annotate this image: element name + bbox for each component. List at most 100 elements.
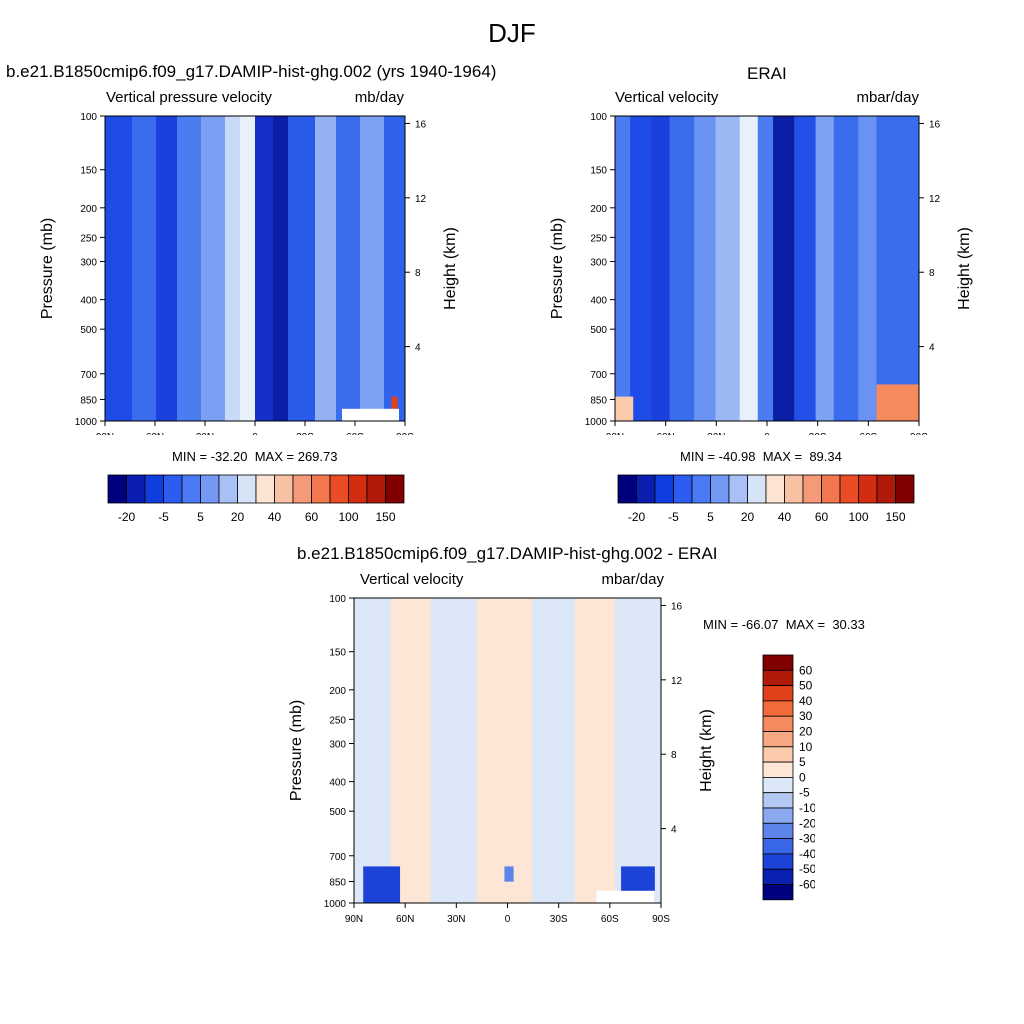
y-tick-label: 200 bbox=[80, 204, 97, 215]
colorbar-swatch bbox=[762, 884, 794, 901]
colorbar-label: 60 bbox=[815, 510, 829, 524]
colorbar-swatch bbox=[762, 761, 794, 778]
panel-2-plot: 1000 850 700 500 400 300 250 200 150 100 90N 60N 30N… bbox=[549, 112, 973, 435]
colorbar-swatch bbox=[366, 474, 386, 504]
colorbar-label: -5 bbox=[799, 786, 810, 800]
colorbar-label: 5 bbox=[197, 510, 204, 524]
contour-band bbox=[240, 116, 255, 421]
x-tick-label: 60S bbox=[859, 432, 877, 435]
contour-band bbox=[255, 116, 273, 421]
colorbar-swatch bbox=[348, 474, 368, 504]
y2-tick-label: 4 bbox=[415, 343, 421, 354]
y2-tick-label: 8 bbox=[415, 268, 421, 279]
colorbar-swatch bbox=[144, 474, 164, 504]
missing-data-patch bbox=[596, 890, 655, 903]
colorbar-swatch bbox=[784, 474, 804, 504]
y-tick-label: 300 bbox=[590, 258, 607, 269]
y2-tick-label: 4 bbox=[929, 343, 935, 354]
colorbar-swatch bbox=[728, 474, 748, 504]
y-axis-title: Pressure (mb) bbox=[39, 218, 56, 319]
y2-tick-label: 16 bbox=[929, 119, 941, 130]
x-tick-label: 90N bbox=[606, 432, 624, 435]
panel-3-title: b.e21.B1850cmip6.f09_g17.DAMIP-hist-ghg.… bbox=[297, 544, 718, 563]
colorbar-swatch bbox=[255, 474, 275, 504]
y-tick-label: 300 bbox=[80, 258, 97, 269]
y-axis-title: Pressure (mb) bbox=[549, 218, 566, 319]
colorbar-label: 50 bbox=[799, 679, 813, 693]
contour-band bbox=[651, 116, 670, 421]
colorbar-label: 100 bbox=[338, 510, 358, 524]
contour-band bbox=[815, 116, 834, 421]
colorbar-label: 10 bbox=[799, 740, 813, 754]
colorbar-label: 20 bbox=[231, 510, 245, 524]
colorbar-swatch bbox=[636, 474, 656, 504]
colorbar-swatch bbox=[107, 474, 127, 504]
colorbar-swatch bbox=[762, 777, 794, 794]
contour-band bbox=[876, 116, 919, 421]
contour-band bbox=[630, 116, 652, 421]
contour-patch bbox=[504, 866, 514, 882]
x-tick-label: 60N bbox=[396, 914, 414, 925]
panel-1-units-label: mb/day bbox=[354, 89, 404, 106]
missing-data-patch bbox=[342, 408, 399, 421]
colorbar-label: 40 bbox=[799, 694, 813, 708]
x-tick-label: 30N bbox=[196, 432, 214, 435]
x-tick-label: 30S bbox=[550, 914, 568, 925]
colorbar-swatch bbox=[200, 474, 220, 504]
colorbar-swatch bbox=[329, 474, 349, 504]
contour-band bbox=[390, 598, 431, 903]
x-tick-label: 30N bbox=[707, 432, 725, 435]
colorbar-label: 150 bbox=[375, 510, 395, 524]
colorbar-label: -20 bbox=[118, 510, 136, 524]
colorbar-label: 30 bbox=[799, 709, 813, 723]
panel-3-units-label: mbar/day bbox=[601, 571, 664, 588]
colorbar-swatch bbox=[762, 685, 794, 702]
contour-band bbox=[132, 116, 156, 421]
colorbar-label: -50 bbox=[799, 862, 815, 876]
x-tick-label: 30N bbox=[447, 914, 465, 925]
x-tick-label: 0 bbox=[505, 914, 511, 925]
colorbar-swatch bbox=[762, 715, 794, 732]
colorbar-label: -5 bbox=[158, 510, 169, 524]
colorbar-swatch bbox=[765, 474, 785, 504]
colorbar-swatch bbox=[385, 474, 405, 504]
contour-band bbox=[315, 116, 336, 421]
colorbar-swatch bbox=[762, 853, 794, 870]
colorbar-swatch bbox=[163, 474, 183, 504]
colorbar-swatch bbox=[762, 838, 794, 855]
colorbar-swatch bbox=[237, 474, 257, 504]
contour-patch bbox=[615, 396, 634, 421]
contour-band bbox=[575, 598, 615, 903]
colorbar-label: 20 bbox=[799, 725, 813, 739]
y-tick-label: 100 bbox=[329, 594, 346, 605]
panel-1-colorbar: -20 -5 5 20 40 60 100 150 bbox=[107, 474, 405, 524]
colorbar-swatch bbox=[617, 474, 637, 504]
contour-band bbox=[715, 116, 740, 421]
y-tick-label: 700 bbox=[80, 370, 97, 381]
x-tick-label: 90S bbox=[910, 432, 928, 435]
colorbar-swatch bbox=[876, 474, 896, 504]
colorbar-swatch bbox=[218, 474, 238, 504]
y-tick-label: 400 bbox=[80, 296, 97, 307]
x-tick-label: 90N bbox=[96, 432, 114, 435]
y-tick-label: 200 bbox=[329, 686, 346, 697]
panel-2-min-max: MIN = -40.98 MAX = 89.34 bbox=[680, 449, 842, 464]
colorbar-swatch bbox=[691, 474, 711, 504]
panel-3-min-max: MIN = -66.07 MAX = 30.33 bbox=[703, 617, 865, 632]
y-axis-title: Pressure (mb) bbox=[288, 700, 305, 801]
x-tick-label: 60S bbox=[346, 432, 364, 435]
panel-3-variable-label: Vertical velocity bbox=[360, 571, 464, 588]
colorbar-swatch bbox=[821, 474, 841, 504]
contour-band bbox=[288, 116, 315, 421]
y-tick-label: 150 bbox=[329, 648, 346, 659]
contour-band bbox=[833, 116, 859, 421]
x-tick-label: 0 bbox=[252, 432, 258, 435]
panel-2-title: ERAI bbox=[747, 64, 787, 83]
figure-title: DJF bbox=[488, 18, 536, 48]
y-tick-label: 850 bbox=[80, 395, 97, 406]
contour-patch bbox=[363, 866, 401, 903]
colorbar-label: 100 bbox=[848, 510, 868, 524]
y-tick-label: 1000 bbox=[324, 899, 347, 910]
panel-2-colorbar: -20 -5 5 20 40 60 100 150 bbox=[617, 474, 915, 524]
colorbar-swatch bbox=[762, 868, 794, 885]
